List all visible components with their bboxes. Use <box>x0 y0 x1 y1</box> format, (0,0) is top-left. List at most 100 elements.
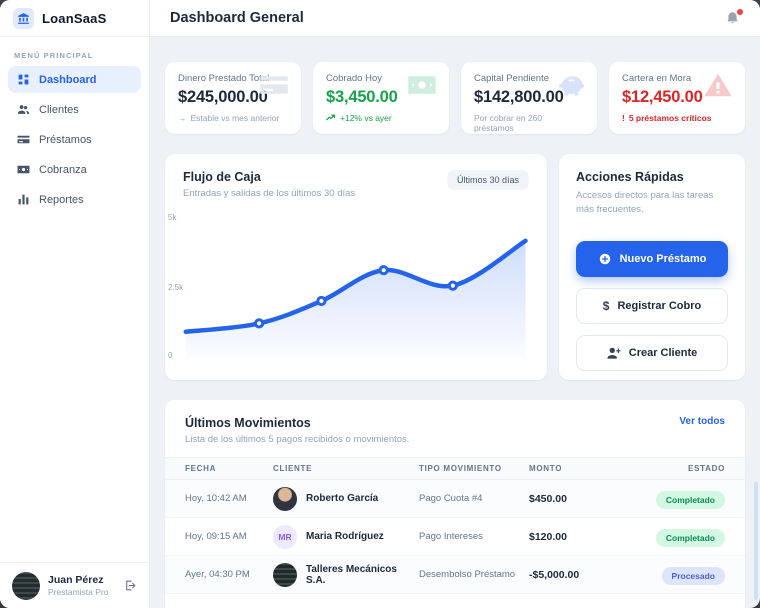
y-tick: 2.5k <box>168 283 184 292</box>
trending-up-icon <box>326 114 335 121</box>
sidebar-item-clientes[interactable]: Clientes <box>8 96 141 123</box>
credit-card-icon <box>257 70 291 100</box>
menu-section-label: MENÚ PRINCIPAL <box>14 51 94 60</box>
main-content: Dinero Prestado Total $245,000.00 → Esta… <box>150 37 760 608</box>
range-badge: Últimos 30 días <box>446 170 529 190</box>
column-cliente: CLIENTE <box>273 464 313 473</box>
sidebar-item-dashboard[interactable]: Dashboard <box>8 66 141 93</box>
chart-subtitle: Entradas y salidas de los últimos 30 día… <box>183 188 356 199</box>
column-monto: MONTO <box>529 464 563 473</box>
stat-subtext: Estable vs mes anterior <box>190 113 280 123</box>
y-tick: 0 <box>168 351 173 360</box>
stat-cards-row: Dinero Prestado Total $245,000.00 → Esta… <box>165 62 745 134</box>
arrow-right-icon: → <box>178 113 187 123</box>
stat-value: $3,450.00 <box>326 88 398 106</box>
table-header: FECHA CLIENTE TIPO MOVIMIENTO MONTO ESTA… <box>165 457 745 480</box>
bell-icon <box>727 11 738 23</box>
stat-card-cobrado-hoy: Cobrado Hoy $3,450.00 +12% vs ayer <box>313 62 449 134</box>
data-point-marker <box>447 280 458 291</box>
warning-triangle-icon <box>701 70 735 100</box>
sidebar-item-reportes[interactable]: Reportes <box>8 186 141 213</box>
chart-title: Flujo de Caja <box>183 170 261 184</box>
dashboard-grid-icon <box>18 74 29 85</box>
dollar-icon: $ <box>602 298 610 313</box>
stat-value: $142,800.00 <box>474 88 564 106</box>
users-icon <box>17 105 30 114</box>
user-plus-icon <box>607 347 621 359</box>
notification-dot <box>737 8 743 15</box>
logout-icon[interactable] <box>124 579 137 592</box>
top-bar: Dashboard General <box>150 0 760 37</box>
piggy-bank-icon <box>553 70 587 100</box>
sidebar-item-label: Clientes <box>39 103 79 116</box>
user-name: Juan Pérez <box>48 574 104 586</box>
stat-label: Capital Pendiente <box>474 73 549 84</box>
stat-card-dinero-prestado: Dinero Prestado Total $245,000.00 → Esta… <box>165 62 301 134</box>
data-point-marker <box>378 265 389 276</box>
credit-card-icon <box>17 135 30 144</box>
stat-card-capital-pendiente: Capital Pendiente $142,800.00 Por cobrar… <box>461 62 597 134</box>
stat-label: Cobrado Hoy <box>326 73 382 84</box>
app-title: LoanSaaS <box>42 10 107 26</box>
create-client-button[interactable]: Crear Cliente <box>576 334 728 371</box>
banknote-icon <box>17 165 30 174</box>
banknote-icon <box>405 70 439 100</box>
sidebar: LoanSaaS MENÚ PRINCIPAL Dashboard Client… <box>0 0 150 608</box>
stat-value: $12,450.00 <box>622 88 703 106</box>
sidebar-item-label: Dashboard <box>39 73 97 86</box>
notifications-button[interactable] <box>725 8 743 26</box>
movements-card: Últimos Movimientos Lista de los últimos… <box>165 400 745 608</box>
y-tick: 5k <box>168 213 177 222</box>
data-point-marker <box>254 318 265 329</box>
stat-card-cartera-en-mora: Cartera en Mora $12,450.00 ! 5 préstamos… <box>609 62 745 134</box>
movements-subtitle: Lista de los últimos 5 pagos recibidos o… <box>185 434 410 445</box>
exclamation-icon: ! <box>622 113 625 123</box>
stat-subtext: Por cobrar en 260 préstamos <box>474 113 543 133</box>
client-name: Talleres Mecánicos S.A. <box>306 563 397 586</box>
actions-subtitle: Accesos directos para las tareas más fre… <box>576 190 714 215</box>
client-name: Roberto García <box>306 493 379 504</box>
sidebar-item-label: Reportes <box>39 193 84 206</box>
column-tipo: TIPO MOVIMIENTO <box>419 464 502 473</box>
bar-chart-icon <box>18 194 29 205</box>
cashflow-card: Flujo de Caja Entradas y salidas de los … <box>165 154 547 380</box>
page-title: Dashboard General <box>170 10 304 26</box>
scrollbar[interactable] <box>754 482 758 600</box>
sidebar-item-cobranza[interactable]: Cobranza <box>8 156 141 183</box>
table-row[interactable]: Hoy, 09:15 AM MR Maria Rodríguez Pago In… <box>165 518 745 556</box>
register-payment-button[interactable]: $ Registrar Cobro <box>576 287 728 324</box>
main-nav: Dashboard Clientes Préstamos Cobranza Re… <box>0 66 149 213</box>
sidebar-item-label: Cobranza <box>39 163 87 176</box>
user-avatar <box>12 571 40 600</box>
bank-icon <box>13 7 34 29</box>
table-row[interactable]: Hoy, 10:42 AM Roberto García Pago Cuota … <box>165 480 745 518</box>
column-estado: ESTADO <box>688 464 725 473</box>
sidebar-item-prestamos[interactable]: Préstamos <box>8 126 141 153</box>
see-all-link[interactable]: Ver todos <box>679 416 725 427</box>
middle-row: Flujo de Caja Entradas y salidas de los … <box>165 154 745 380</box>
table-row[interactable]: Ayer, 04:30 PM Talleres Mecánicos S.A. D… <box>165 556 745 594</box>
plus-circle-icon <box>599 253 610 264</box>
stat-subtext: 5 préstamos críticos <box>628 113 712 123</box>
client-avatar: MR <box>273 524 297 549</box>
client-name: Maria Rodríguez <box>306 531 384 542</box>
quick-actions-card: Acciones Rápidas Accesos directos para l… <box>559 154 745 380</box>
cashflow-chart: 5k 2.5k 0 <box>168 213 529 360</box>
stat-value: $245,000.00 <box>178 88 268 106</box>
stat-subtext: +12% vs ayer <box>340 113 392 123</box>
user-footer: Juan Pérez Prestamista Pro <box>0 562 149 608</box>
actions-title: Acciones Rápidas <box>576 170 684 184</box>
sidebar-item-label: Préstamos <box>39 133 92 146</box>
stat-label: Dinero Prestado Total <box>178 73 270 84</box>
logo: LoanSaaS <box>0 0 149 37</box>
status-badge: Completado <box>655 490 725 509</box>
status-badge: Procesado <box>661 566 725 585</box>
user-role: Prestamista Pro <box>48 587 109 597</box>
status-badge: Completado <box>655 528 725 547</box>
client-avatar <box>273 486 297 511</box>
client-avatar <box>273 562 297 587</box>
line-chart-svg <box>183 238 528 357</box>
movements-title: Últimos Movimientos <box>185 416 311 430</box>
new-loan-button[interactable]: Nuevo Préstamo <box>576 240 728 277</box>
